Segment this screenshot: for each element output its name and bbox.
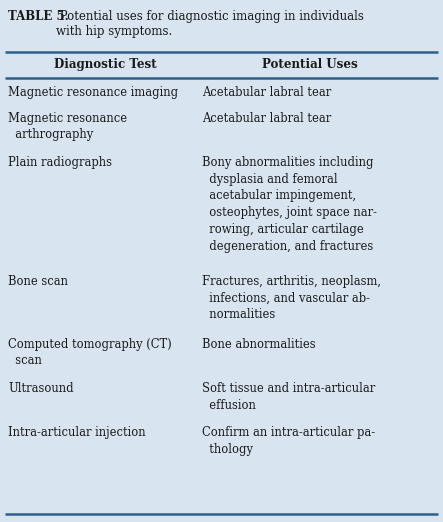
Text: Potential uses for diagnostic imaging in individuals
with hip symptoms.: Potential uses for diagnostic imaging in… xyxy=(56,10,364,38)
Text: Magnetic resonance
  arthrography: Magnetic resonance arthrography xyxy=(8,112,127,141)
Text: Fractures, arthritis, neoplasm,
  infections, and vascular ab-
  normalities: Fractures, arthritis, neoplasm, infectio… xyxy=(202,275,381,321)
Text: Intra-articular injection: Intra-articular injection xyxy=(8,426,146,439)
Text: Soft tissue and intra-articular
  effusion: Soft tissue and intra-articular effusion xyxy=(202,382,375,412)
Text: Diagnostic Test: Diagnostic Test xyxy=(54,58,156,71)
Text: Potential Uses: Potential Uses xyxy=(262,58,358,71)
Text: Ultrasound: Ultrasound xyxy=(8,382,74,395)
Text: Bony abnormalities including
  dysplasia and femoral
  acetabular impingement,
 : Bony abnormalities including dysplasia a… xyxy=(202,156,377,253)
Text: TABLE 5.: TABLE 5. xyxy=(8,10,69,23)
Text: Magnetic resonance imaging: Magnetic resonance imaging xyxy=(8,86,178,99)
Text: Acetabular labral tear: Acetabular labral tear xyxy=(202,86,331,99)
Text: Plain radiographs: Plain radiographs xyxy=(8,156,112,169)
Text: Bone abnormalities: Bone abnormalities xyxy=(202,338,315,351)
Text: Confirm an intra-articular pa-
  thology: Confirm an intra-articular pa- thology xyxy=(202,426,375,456)
Text: Computed tomography (CT)
  scan: Computed tomography (CT) scan xyxy=(8,338,172,367)
Text: Acetabular labral tear: Acetabular labral tear xyxy=(202,112,331,125)
Text: Bone scan: Bone scan xyxy=(8,275,68,288)
